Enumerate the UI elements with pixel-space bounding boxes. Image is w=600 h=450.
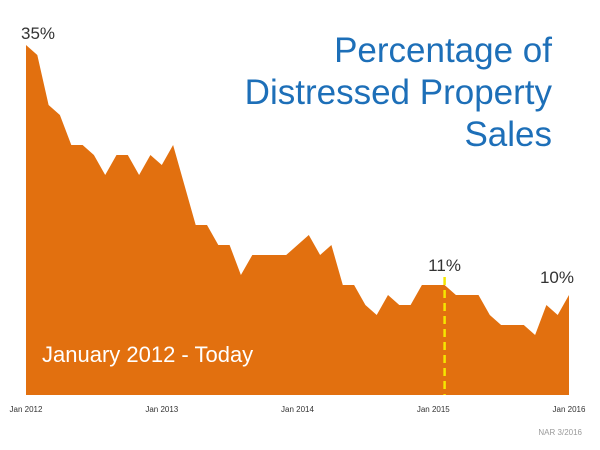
- x-tick-label: Jan 2014: [281, 405, 314, 414]
- source-note: NAR 3/2016: [538, 428, 582, 437]
- chart-title-line-3: Sales: [464, 115, 552, 154]
- data-label: 11%: [428, 256, 461, 275]
- data-label: 10%: [540, 268, 574, 287]
- x-tick-label: Jan 2012: [10, 405, 43, 414]
- chart-title-line-1: Percentage of: [334, 31, 552, 70]
- chart-title: Percentage of Distressed Property Sales: [245, 30, 552, 156]
- chart-title-line-2: Distressed Property: [244, 73, 552, 112]
- x-tick-label: Jan 2016: [553, 405, 586, 414]
- area-series: [26, 45, 569, 395]
- x-axis-ticks: Jan 2012 Jan 2013 Jan 2014 Jan 2015 Jan 2016: [10, 405, 586, 414]
- x-tick-label: Jan 2013: [145, 405, 178, 414]
- data-label: 35%: [21, 24, 55, 43]
- x-tick-label: Jan 2015: [417, 405, 450, 414]
- period-label: January 2012 - Today: [42, 342, 254, 367]
- data-labels: 35% 11% 10%: [21, 24, 574, 287]
